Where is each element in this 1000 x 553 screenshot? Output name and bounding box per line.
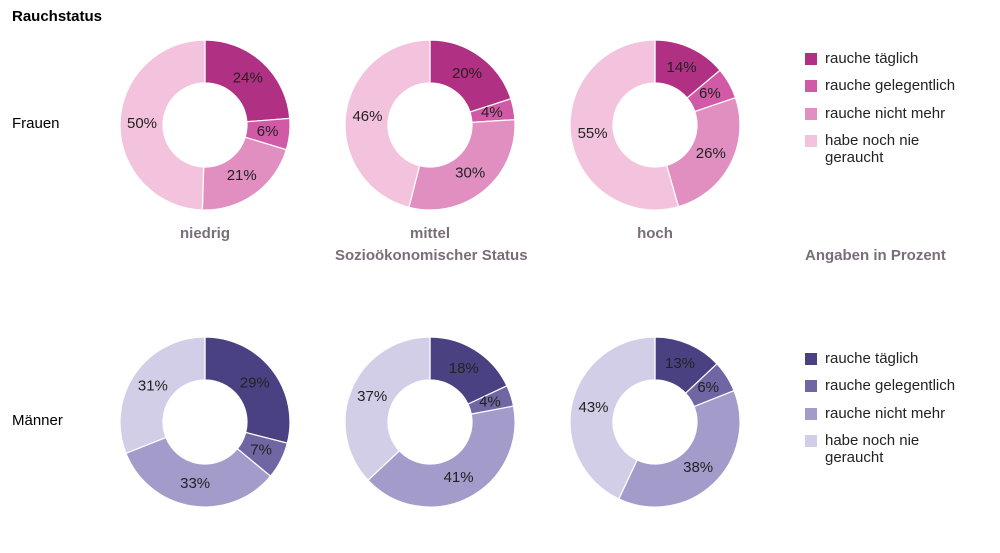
slice-percent-label: 6% bbox=[257, 123, 279, 140]
slice-percent-label: 55% bbox=[578, 125, 608, 142]
slice-percent-label: 37% bbox=[357, 388, 387, 405]
slice-percent-label: 41% bbox=[444, 469, 474, 486]
legend-swatch bbox=[805, 135, 817, 147]
donut-maenner-hoch: 13%6% 38% 43% bbox=[565, 332, 745, 512]
axis-label: Sozioökonomischer Status bbox=[335, 247, 528, 264]
row-label-maenner: Männer bbox=[12, 412, 63, 429]
slice-percent-label: 26% bbox=[696, 145, 726, 162]
slice-percent-label: 4% bbox=[479, 394, 501, 411]
slice-percent-label: 20% bbox=[452, 65, 482, 82]
slice-percent-label: 30% bbox=[455, 165, 485, 182]
slice-percent-label: 14% bbox=[667, 59, 697, 76]
col-label-niedrig: niedrig bbox=[115, 225, 295, 242]
percent-note: Angaben in Prozent bbox=[805, 247, 946, 264]
legend-label: habe noch niegeraucht bbox=[825, 432, 919, 467]
legend-item: habe noch niegeraucht bbox=[805, 432, 955, 467]
slice-percent-label: 24% bbox=[233, 70, 263, 87]
legend-swatch bbox=[805, 435, 817, 447]
legend-item: rauche täglich bbox=[805, 50, 955, 67]
donut-maenner-niedrig: 29% 7% 33% 31% bbox=[115, 332, 295, 512]
slice-percent-label: 29% bbox=[240, 374, 270, 391]
legend-swatch bbox=[805, 108, 817, 120]
legend-label: rauche gelegentlich bbox=[825, 377, 955, 394]
legend-swatch bbox=[805, 53, 817, 65]
legend-item: rauche gelegentlich bbox=[805, 377, 955, 394]
legend-label: rauche nicht mehr bbox=[825, 105, 945, 122]
donut-frauen-niedrig: 24% 6% 21% 50% bbox=[115, 35, 295, 215]
legend-item: rauche nicht mehr bbox=[805, 405, 955, 422]
donut-slice bbox=[619, 391, 740, 507]
legend-swatch bbox=[805, 80, 817, 92]
chart-title: Rauchstatus bbox=[12, 8, 102, 25]
legend-swatch bbox=[805, 353, 817, 365]
slice-percent-label: 7% bbox=[250, 442, 272, 459]
legend-swatch bbox=[805, 380, 817, 392]
col-label-mittel: mittel bbox=[340, 225, 520, 242]
donut-slice bbox=[345, 337, 430, 480]
slice-percent-label: 31% bbox=[138, 378, 168, 395]
legend-maenner: rauche täglich rauche gelegentlich rauche … bbox=[805, 350, 955, 476]
legend-label: habe noch niegeraucht bbox=[825, 132, 919, 167]
slice-percent-label: 18% bbox=[449, 360, 479, 377]
legend-frauen: rauche täglich rauche gelegentlich rauche … bbox=[805, 50, 955, 176]
slice-percent-label: 46% bbox=[352, 108, 382, 125]
donut-maenner-mittel: 18%4% 41% 37% bbox=[340, 332, 520, 512]
slice-percent-label: 13% bbox=[665, 355, 695, 372]
slice-percent-label: 43% bbox=[579, 399, 609, 416]
legend-label: rauche täglich bbox=[825, 350, 918, 367]
legend-item: rauche nicht mehr bbox=[805, 105, 955, 122]
slice-percent-label: 21% bbox=[227, 167, 257, 184]
legend-label: rauche gelegentlich bbox=[825, 77, 955, 94]
slice-percent-label: 38% bbox=[683, 459, 713, 476]
legend-label: rauche täglich bbox=[825, 50, 918, 67]
col-label-hoch: hoch bbox=[565, 225, 745, 242]
legend-item: rauche täglich bbox=[805, 350, 955, 367]
slice-percent-label: 4% bbox=[481, 104, 503, 121]
legend-swatch bbox=[805, 408, 817, 420]
donut-slice bbox=[120, 337, 205, 453]
slice-percent-label: 33% bbox=[180, 475, 210, 492]
legend-label: rauche nicht mehr bbox=[825, 405, 945, 422]
row-label-frauen: Frauen bbox=[12, 115, 60, 132]
slice-percent-label: 6% bbox=[697, 379, 719, 396]
donut-frauen-mittel: 20% 4% 30% 46% bbox=[340, 35, 520, 215]
legend-item: rauche gelegentlich bbox=[805, 77, 955, 94]
slice-percent-label: 50% bbox=[127, 115, 157, 132]
donut-frauen-hoch: 14%6% 26% 55% bbox=[565, 35, 745, 215]
slice-percent-label: 6% bbox=[699, 85, 721, 102]
legend-item: habe noch niegeraucht bbox=[805, 132, 955, 167]
